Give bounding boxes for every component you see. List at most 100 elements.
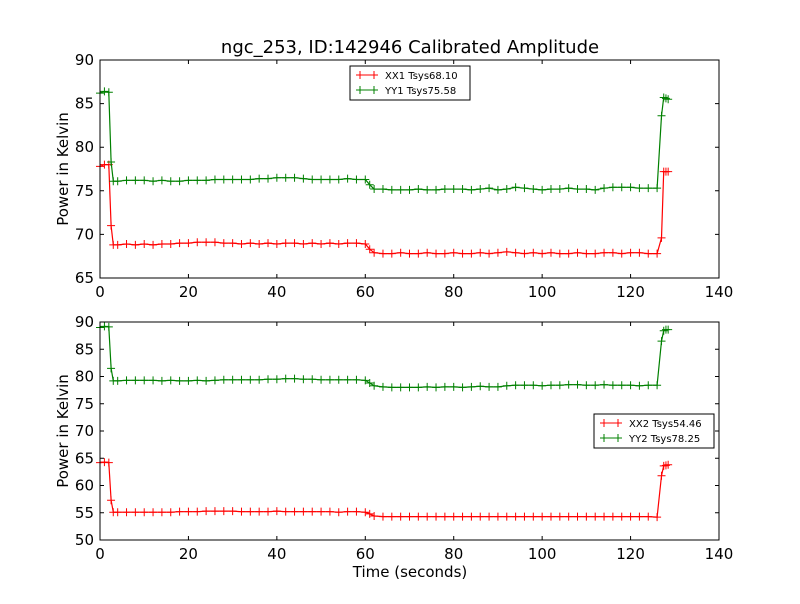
data-point-marker [166, 376, 175, 385]
x-tick-label: 60 [356, 545, 375, 563]
data-point-marker [617, 381, 626, 390]
data-point-marker [365, 379, 374, 388]
data-point-marker [370, 248, 379, 257]
data-point-marker [343, 239, 352, 248]
data-point-marker [299, 375, 308, 384]
data-point-marker [308, 375, 317, 384]
data-point-marker [493, 248, 502, 257]
series-yy2 [96, 322, 673, 392]
data-point-marker [104, 88, 113, 97]
data-point-marker [334, 175, 343, 184]
data-point-marker [520, 249, 529, 258]
data-point-marker [387, 249, 396, 258]
data-point-marker [657, 471, 666, 480]
data-point-marker [657, 111, 666, 120]
data-point-marker [166, 177, 175, 186]
data-point-marker [193, 376, 202, 385]
legend-label: XX1 Tsys68.10 [385, 71, 458, 82]
data-point-marker [325, 375, 334, 384]
data-point-marker [485, 512, 494, 521]
series-yy1 [96, 87, 673, 194]
data-point-marker [591, 249, 600, 258]
data-point-marker [564, 380, 573, 389]
data-point-marker [657, 233, 666, 242]
data-point-marker [502, 185, 511, 194]
x-tick-label: 80 [444, 545, 463, 563]
data-point-marker [458, 249, 467, 258]
data-point-marker [458, 383, 467, 392]
data-point-marker [281, 374, 290, 383]
data-point-marker [175, 376, 184, 385]
data-point-marker [193, 238, 202, 247]
data-point-marker [334, 375, 343, 384]
data-point-marker [608, 512, 617, 521]
data-point-marker [104, 458, 113, 467]
data-point-marker [166, 508, 175, 517]
data-point-marker [246, 239, 255, 248]
data-point-marker [573, 512, 582, 521]
data-point-marker [493, 185, 502, 194]
data-point-marker [140, 176, 149, 185]
data-point-marker [608, 381, 617, 390]
data-point-marker [608, 248, 617, 257]
data-point-marker [626, 381, 635, 390]
data-point-marker [149, 177, 158, 186]
data-point-marker [246, 375, 255, 384]
y-tick-label: 90 [75, 51, 94, 69]
data-point-marker [246, 175, 255, 184]
data-point-marker [493, 382, 502, 391]
y-tick-label: 75 [75, 395, 94, 413]
series-line [99, 325, 669, 389]
data-point-marker [546, 512, 555, 521]
data-point-marker [432, 185, 441, 194]
data-point-marker [644, 184, 653, 193]
data-point-marker [502, 247, 511, 256]
data-point-marker [635, 184, 644, 193]
data-point-marker [423, 185, 432, 194]
data-point-marker [219, 507, 228, 516]
data-point-marker [202, 507, 211, 516]
data-point-marker [493, 512, 502, 521]
data-point-marker [107, 364, 116, 373]
data-point-marker [387, 512, 396, 521]
data-point-marker [546, 185, 555, 194]
data-point-marker [582, 512, 591, 521]
legend-label: YY2 Tsys78.25 [628, 434, 700, 445]
x-tick-label: 40 [267, 545, 286, 563]
y-tick-label: 85 [75, 95, 94, 113]
data-point-marker [626, 512, 635, 521]
legend: XX2 Tsys54.46 YY2 Tsys78.25 [593, 413, 715, 449]
data-point-marker [529, 248, 538, 257]
data-point-marker [255, 375, 264, 384]
data-point-marker [635, 381, 644, 390]
data-point-marker [290, 374, 299, 383]
y-tick-label: 55 [75, 504, 94, 522]
data-point-marker [175, 177, 184, 186]
x-tick-label: 20 [179, 283, 198, 301]
data-point-marker [529, 381, 538, 390]
data-point-marker [432, 383, 441, 392]
x-tick-label: 20 [179, 545, 198, 563]
data-point-marker [113, 376, 122, 385]
data-point-marker [555, 512, 564, 521]
data-point-marker [423, 248, 432, 257]
data-point-marker [564, 184, 573, 193]
data-point-marker [308, 507, 317, 516]
data-point-marker [175, 239, 184, 248]
data-point-marker [555, 381, 564, 390]
data-point-marker [352, 507, 361, 516]
data-point-marker [140, 376, 149, 385]
data-point-marker [352, 239, 361, 248]
data-point-marker [546, 248, 555, 257]
data-point-marker [100, 87, 109, 96]
series-line [99, 461, 669, 518]
data-point-marker [476, 185, 485, 194]
x-tick-label: 0 [95, 283, 105, 301]
data-point-marker [449, 382, 458, 391]
data-point-marker [467, 249, 476, 258]
data-point-marker [664, 167, 673, 176]
data-point-marker [538, 185, 547, 194]
data-point-marker [237, 239, 246, 248]
data-point-marker [122, 376, 131, 385]
data-point-marker [122, 239, 131, 248]
